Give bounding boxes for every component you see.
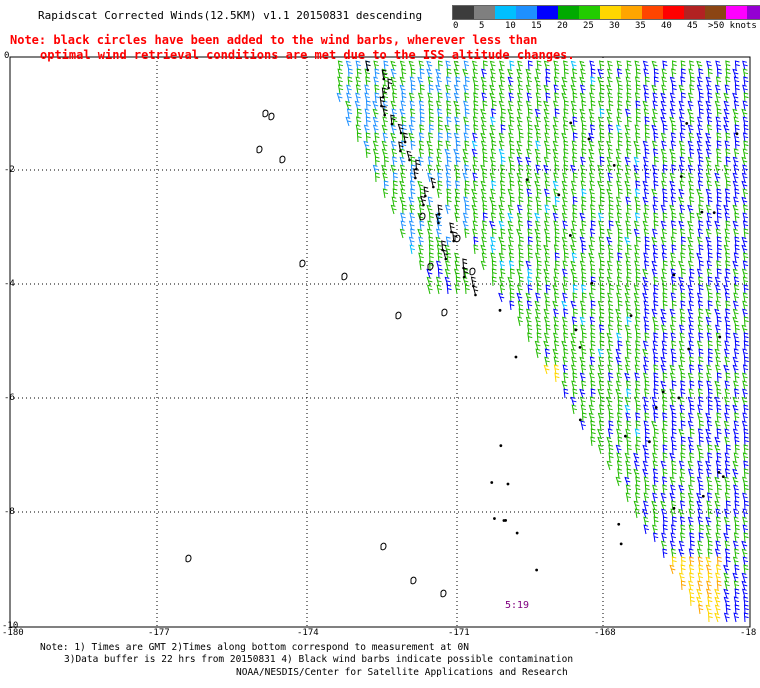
colorbar-tick-label: 5 xyxy=(479,21,485,31)
colorbar-tick-label: 40 xyxy=(661,21,672,31)
y-tick-label: -6 xyxy=(4,393,15,403)
colorbar-swatch xyxy=(495,6,516,19)
footer-note-line1: Note: 1) Times are GMT 2)Times along bot… xyxy=(40,642,469,653)
y-tick-label: -2 xyxy=(4,165,15,175)
colorbar-swatch xyxy=(747,6,760,19)
x-tick-label: -174 xyxy=(297,628,319,638)
footer-credit: NOAA/NESDIS/Center for Satellite Applica… xyxy=(236,667,568,678)
colorbar-swatch xyxy=(516,6,537,19)
colorbar-swatch xyxy=(579,6,600,19)
colorbar-swatch xyxy=(621,6,642,19)
colorbar-swatch xyxy=(453,6,474,19)
colorbar-swatch xyxy=(705,6,726,19)
map-frame xyxy=(9,56,751,628)
colorbar-swatch xyxy=(726,6,747,19)
wind-speed-colorbar xyxy=(452,5,760,20)
footer-note-line2: 3)Data buffer is 22 hrs from 20150831 4)… xyxy=(64,654,574,665)
colorbar-swatch xyxy=(558,6,579,19)
x-tick-label: -171 xyxy=(448,628,470,638)
island-outlines xyxy=(185,109,476,598)
colorbar-unit-label: >50 knots xyxy=(708,21,757,31)
colorbar-tick-label: 0 xyxy=(453,21,459,31)
map-title: Rapidscat Corrected Winds(12.5KM) v1.1 2… xyxy=(38,9,423,22)
x-tick-label: -168 xyxy=(594,628,616,638)
colorbar-swatch xyxy=(684,6,705,19)
y-tick-label: -10 xyxy=(2,621,19,631)
colorbar-tick-label: 30 xyxy=(609,21,620,31)
colorbar-tick-label: 10 xyxy=(505,21,516,31)
colorbar-tick-label: 15 xyxy=(531,21,542,31)
colorbar-swatch xyxy=(537,6,558,19)
colorbar-tick-label: 35 xyxy=(635,21,646,31)
colorbar-swatch xyxy=(642,6,663,19)
x-tick-label: -177 xyxy=(148,628,170,638)
colorbar-swatch xyxy=(663,6,684,19)
x-tick-label: -180 xyxy=(2,628,24,638)
contamination-note-line2: optimal wind retrieval conditions are me… xyxy=(40,48,575,62)
y-tick-label: -8 xyxy=(4,507,15,517)
wind-barbs xyxy=(336,60,749,623)
colorbar-tick-label: 45 xyxy=(687,21,698,31)
contamination-note-line1: Note: black circles have been added to t… xyxy=(10,33,538,47)
y-tick-label: 0 xyxy=(4,51,10,61)
colorbar-tick-label: 20 xyxy=(557,21,568,31)
colorbar-tick-label: 25 xyxy=(583,21,594,31)
pass-time-label: 5:19 xyxy=(505,600,530,611)
y-tick-label: -4 xyxy=(4,279,15,289)
colorbar-swatch xyxy=(474,6,495,19)
colorbar-swatch xyxy=(600,6,621,19)
x-tick-label: -18 xyxy=(740,628,757,638)
